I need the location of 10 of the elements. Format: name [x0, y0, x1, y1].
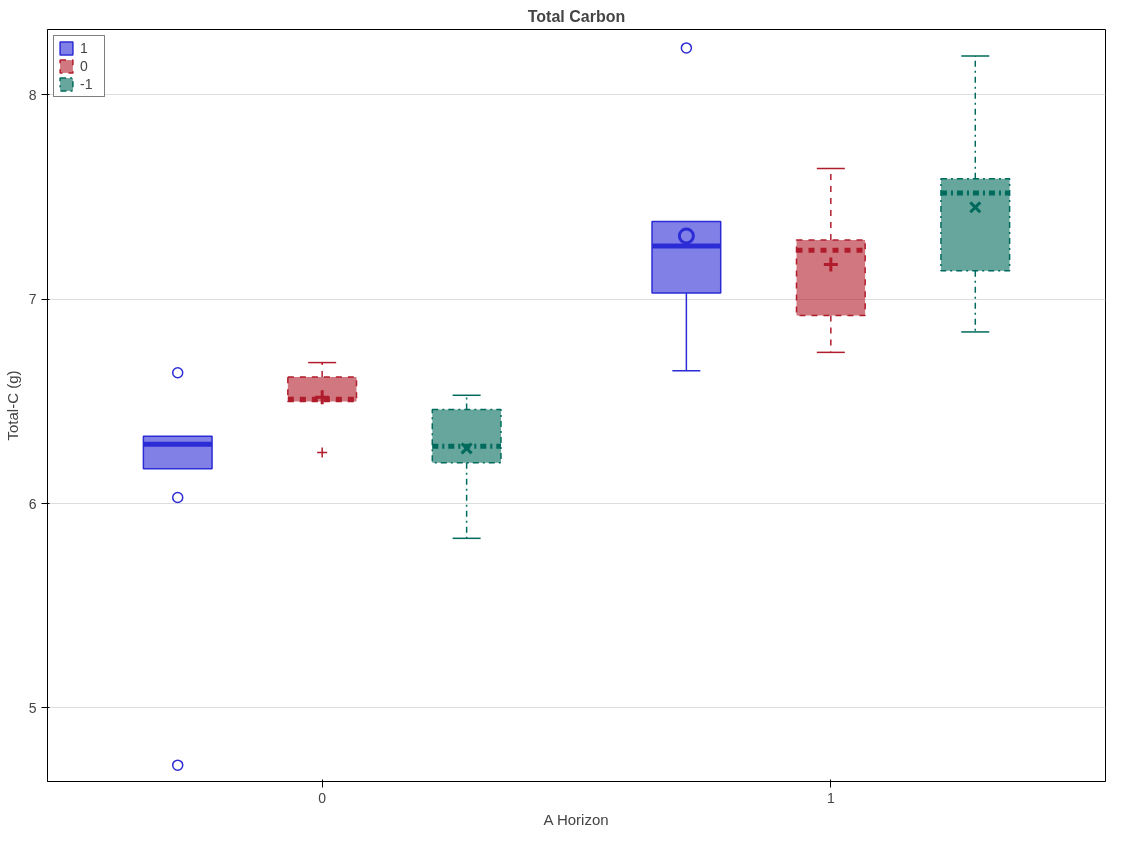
legend-label: 1 [80, 40, 89, 56]
legend-label: 0 [80, 58, 89, 74]
chart-title: Total Carbon [527, 7, 626, 25]
y-tick-label: 5 [28, 699, 37, 716]
legend-label: -1 [80, 76, 94, 92]
x-axis-title: A Horizon [543, 810, 609, 828]
y-tick-label: 7 [28, 291, 37, 308]
y-tick-label: 6 [28, 495, 37, 512]
y-tick-label: 8 [28, 86, 37, 103]
y-axis-title: Total-C (g) [3, 370, 21, 441]
